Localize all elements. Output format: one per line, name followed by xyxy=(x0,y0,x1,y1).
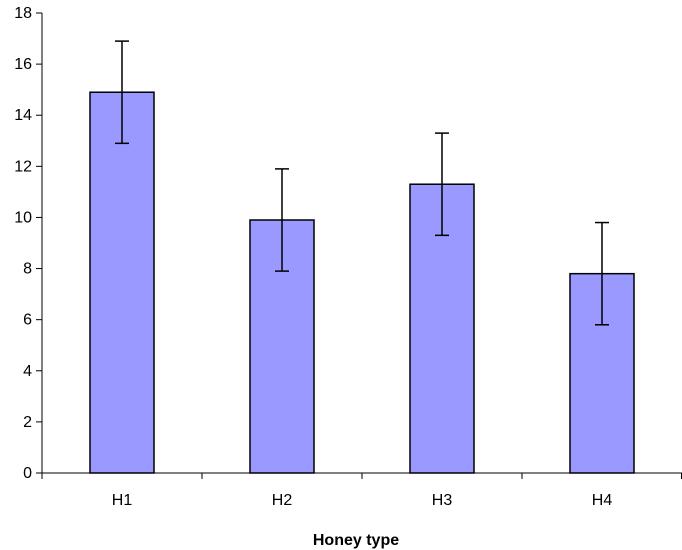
y-tick-label: 14 xyxy=(14,107,32,124)
y-tick-label: 16 xyxy=(14,56,32,73)
x-tick-label: H2 xyxy=(272,492,293,509)
error-bars xyxy=(115,40,609,326)
x-tick-label: H4 xyxy=(592,492,613,509)
y-tick-label: 0 xyxy=(23,465,32,482)
y-tick-label: 4 xyxy=(23,363,32,380)
y-tick-label: 12 xyxy=(14,158,32,175)
y-axis: 0 2 4 6 8 10 12 14 16 18 xyxy=(14,5,43,482)
bar-h1 xyxy=(89,91,155,474)
y-tick-label: 6 xyxy=(23,312,32,329)
y-tick-label: 2 xyxy=(23,414,32,431)
y-tick-label: 8 xyxy=(23,261,32,278)
x-axis: H1 H2 H3 H4 xyxy=(41,472,682,509)
y-tick-label: 18 xyxy=(14,5,32,22)
x-tick-label: H1 xyxy=(112,492,133,509)
x-axis-title: Honey type xyxy=(313,532,399,549)
bars xyxy=(89,91,635,474)
x-tick-label: H3 xyxy=(432,492,453,509)
y-tick-label: 10 xyxy=(14,209,32,226)
